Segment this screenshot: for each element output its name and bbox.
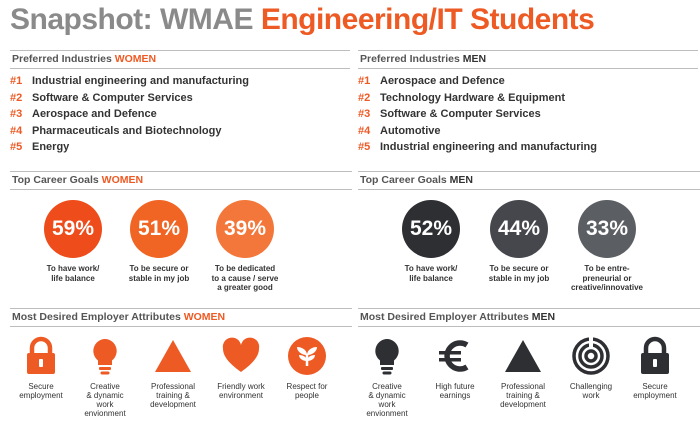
attribute-item: Secure employment [622,336,688,400]
attribute-label: High future earnings [435,382,475,400]
list-item: #1 Aerospace and Defence [358,75,505,87]
percent-circle: 39% [216,200,274,258]
men-attributes-heading: Most Desired Employer Attributes MEN [358,308,700,327]
goal-item: 52% To have work/life balance [386,200,476,283]
goal-label: To be secure or stable in my job [488,264,550,283]
goal-label: To be dedicated to a cause / serve a great… [211,264,279,292]
heart-icon [222,337,260,372]
women-goals-heading: Top Career Goals WOMEN [10,171,352,190]
attribute-item: Professional training & development [140,336,206,409]
men-industries-list: #1 Aerospace and Defence #2 Technology Har… [358,73,698,156]
attribute-item: Creative & dynamic work envionment [72,336,138,418]
triangle-icon [505,340,541,372]
list-item: #2 Software & Computer Services [10,91,193,104]
lock-icon [27,336,55,374]
list-item: #1 Industrial engineering and manufacturi… [10,75,249,87]
attribute-label: Creative & dynamic work envionment [366,382,408,418]
attribute-item: Secure employment [8,336,74,400]
goal-label: To have work/life balance [46,264,100,283]
attribute-label: Professional training & development [150,382,196,409]
euro-icon [439,340,469,372]
percent-circle: 59% [44,200,102,258]
goal-item: 59% To have work/life balance [28,200,118,283]
attribute-item: Creative & dynamic work envionment [354,336,420,418]
women-column: Preferred Industries WOMEN #1 Industrial … [10,50,352,418]
attribute-label: Secure employment [633,382,677,400]
goal-label: To be entre-preneurial or creative/innova… [570,264,644,292]
women-goals: 59% To have work/life balance 51% To be … [10,200,350,295]
goal-label: To have work/life balance [404,264,458,283]
list-item: #2 Technology Hardware & Equipment [358,91,565,104]
percent-circle: 51% [130,200,188,258]
men-goals: 52% To have work/life balance 44% To be … [358,200,698,295]
men-column: Preferred Industries MEN #1 Aerospace and… [358,50,700,418]
lock-icon [641,336,669,374]
page-title: Snapshot: WMAE Engineering/IT Students [10,3,595,37]
attribute-label: Friendly work environment [217,382,265,400]
attribute-item: Professional training & development [490,336,556,409]
list-item: #3 Aerospace and Defence [10,108,157,120]
percent-circle: 44% [490,200,548,258]
goal-label: To be secure or stable in my job [128,264,190,283]
attribute-label: Creative & dynamic work envionment [84,382,126,418]
list-item: #5 Industrial engineering and manufacturi… [358,141,597,153]
women-industries-list: #1 Industrial engineering and manufacturi… [10,73,350,156]
list-item: #5 Energy [10,141,70,153]
attribute-item: High future earnings [422,336,488,400]
plant-icon [288,337,326,375]
list-item: #4 Automotive [358,124,441,137]
attribute-label: Challenging work [569,382,613,400]
attribute-label: Professional training & development [500,382,546,409]
triangle-icon [155,340,191,372]
men-attributes: Creative & dynamic work envionment High fut… [358,336,700,426]
goal-item: 44% To be secure or stable in my job [474,200,564,283]
attribute-item: Challenging work [558,336,624,400]
target-icon [572,337,610,375]
attribute-item: Friendly work environment [208,336,274,400]
lightbulb-icon [375,339,399,375]
lightbulb-icon [93,339,117,375]
women-attributes-heading: Most Desired Employer Attributes WOMEN [10,308,352,327]
percent-circle: 52% [402,200,460,258]
attribute-label: Secure employment [19,382,63,400]
list-item: #4 Pharmaceuticals and Biotechnology [10,124,222,137]
list-item: #3 Software & Computer Services [358,108,541,120]
goal-item: 39% To be dedicated to a cause / serve a g… [200,200,290,293]
percent-circle: 33% [578,200,636,258]
goal-item: 33% To be entre-preneurial or creative/in… [562,200,652,293]
men-industries-heading: Preferred Industries MEN [358,50,698,69]
women-industries-heading: Preferred Industries WOMEN [10,50,350,69]
attribute-item: Respect for people [274,336,340,400]
men-goals-heading: Top Career Goals MEN [358,171,700,190]
goal-item: 51% To be secure or stable in my job [114,200,204,283]
women-attributes: Secure employment Creative & dynamic work en… [10,336,355,426]
title-part-2: Engineering/IT Students [260,3,595,36]
attribute-label: Respect for people [286,382,328,400]
title-part-1: Snapshot: WMAE [10,3,261,36]
